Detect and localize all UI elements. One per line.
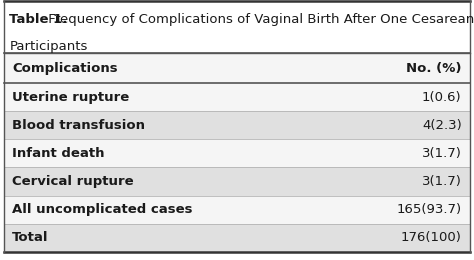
Bar [4,111,470,139]
Text: Uterine rupture: Uterine rupture [12,91,129,104]
Text: Blood transfusion: Blood transfusion [12,119,146,132]
Text: 3(1.7): 3(1.7) [422,175,462,188]
Bar [4,167,470,196]
Text: Infant death: Infant death [12,147,105,160]
Text: 165(93.7): 165(93.7) [397,203,462,216]
Text: Participants: Participants [9,40,88,53]
Text: Frequency of Complications of Vaginal Birth After One Cesarean Section in: Frequency of Complications of Vaginal Bi… [44,13,474,26]
Text: No. (%): No. (%) [406,62,462,75]
Bar [4,139,470,167]
Text: 4(2.3): 4(2.3) [422,119,462,132]
Bar [4,83,470,111]
Bar [4,196,470,224]
Text: Cervical rupture: Cervical rupture [12,175,134,188]
Bar [4,53,470,83]
Text: Total: Total [12,231,49,244]
Text: 176(100): 176(100) [401,231,462,244]
Text: 1(0.6): 1(0.6) [422,91,462,104]
Text: Table 1.: Table 1. [9,13,68,26]
Text: Complications: Complications [12,62,118,75]
Bar [4,1,470,53]
Bar [4,224,470,252]
Text: All uncomplicated cases: All uncomplicated cases [12,203,193,216]
Text: 3(1.7): 3(1.7) [422,147,462,160]
